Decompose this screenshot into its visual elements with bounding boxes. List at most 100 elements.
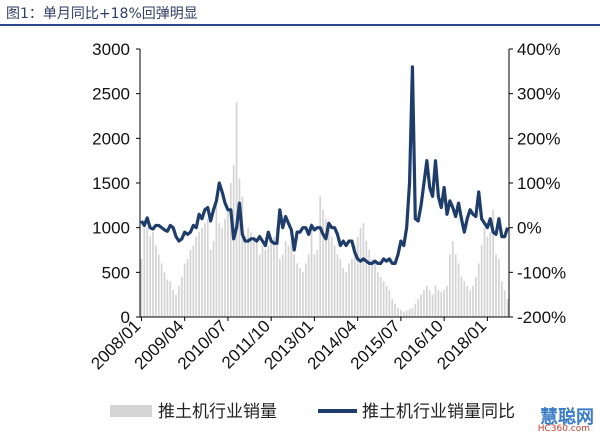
bar (388, 290, 391, 317)
bar (405, 310, 408, 317)
bar (500, 281, 503, 317)
bar (376, 272, 379, 317)
bar-series (140, 102, 509, 317)
bar (201, 227, 203, 317)
watermark-site: HC360.com (537, 424, 590, 434)
right-tick-label: -100% (517, 263, 566, 282)
bar (175, 294, 177, 317)
bar (506, 299, 509, 317)
bar (339, 258, 342, 317)
bar (241, 196, 244, 317)
bar (374, 263, 376, 317)
bar (327, 227, 330, 317)
bar (264, 250, 267, 317)
bar (238, 178, 241, 317)
bar (290, 241, 293, 317)
chart-axes (136, 48, 513, 321)
bar (143, 223, 146, 317)
bar (330, 236, 333, 317)
bar (368, 250, 371, 317)
bar (172, 290, 175, 317)
bar (310, 223, 313, 317)
bar (402, 311, 405, 317)
bar (152, 232, 154, 317)
bar (428, 290, 431, 317)
bar (287, 245, 290, 317)
bar (302, 272, 304, 317)
bar (215, 200, 218, 317)
bar (411, 308, 414, 317)
bar (322, 209, 324, 317)
bar (296, 263, 298, 317)
bar (342, 267, 345, 317)
watermark-logo: 慧聪网 HC360.com (502, 403, 594, 437)
bar (224, 218, 226, 317)
bar (483, 227, 486, 317)
bar (437, 290, 440, 317)
bar (166, 279, 169, 317)
bar (319, 196, 322, 317)
bar (414, 303, 417, 317)
bar (276, 227, 278, 317)
bar (463, 281, 466, 317)
bar (417, 299, 420, 317)
bar (229, 183, 232, 317)
bar (336, 254, 339, 317)
bar (449, 254, 451, 317)
bar (460, 276, 463, 317)
bar (498, 258, 500, 317)
right-tick-label: 100% (517, 174, 560, 193)
bar (440, 291, 443, 317)
watermark-name: 慧聪网 (540, 407, 594, 428)
bar (253, 236, 255, 317)
bar (206, 218, 209, 317)
bar (255, 241, 258, 317)
bar (397, 308, 399, 317)
bar (382, 281, 385, 317)
bar (227, 209, 229, 317)
bar (293, 254, 296, 317)
right-tick-label: 200% (517, 129, 560, 148)
bar (503, 290, 506, 317)
bar (235, 102, 238, 317)
bar (391, 299, 394, 317)
bar (489, 232, 492, 317)
bar (316, 250, 319, 317)
bar (209, 250, 212, 317)
x-axis-tick-labels: 2008/012009/042010/072011/102013/012014/… (87, 316, 490, 373)
left-tick-label: 2500 (92, 85, 130, 104)
right-tick-label: -200% (517, 308, 566, 327)
bar (431, 294, 434, 317)
bar (261, 245, 264, 317)
left-tick-label: 3000 (92, 40, 130, 59)
bar (192, 245, 195, 317)
bar (267, 245, 270, 317)
left-tick-label: 1000 (92, 219, 130, 238)
legend-label-line: 推土机行业销量同比 (362, 402, 515, 422)
bar (218, 223, 221, 317)
left-tick-label: 2000 (92, 129, 130, 148)
bar (273, 236, 275, 317)
bar (244, 236, 247, 317)
bar (365, 241, 368, 317)
bar (232, 165, 235, 317)
bar (345, 272, 347, 317)
bar (169, 281, 172, 317)
chart-legend: 推土机行业销量 推土机行业销量同比 (110, 402, 515, 422)
left-tick-label: 500 (102, 263, 130, 282)
bar (250, 232, 252, 317)
bar (307, 254, 310, 317)
bar (423, 290, 425, 317)
bar (356, 236, 359, 317)
bar (466, 285, 469, 317)
bar (359, 227, 362, 317)
bar (472, 285, 474, 317)
bar (149, 236, 151, 317)
right-tick-label: 300% (517, 85, 560, 104)
bar (353, 245, 356, 317)
bar (146, 227, 149, 317)
bar (469, 290, 471, 317)
bar (492, 209, 495, 317)
bar (454, 254, 457, 317)
